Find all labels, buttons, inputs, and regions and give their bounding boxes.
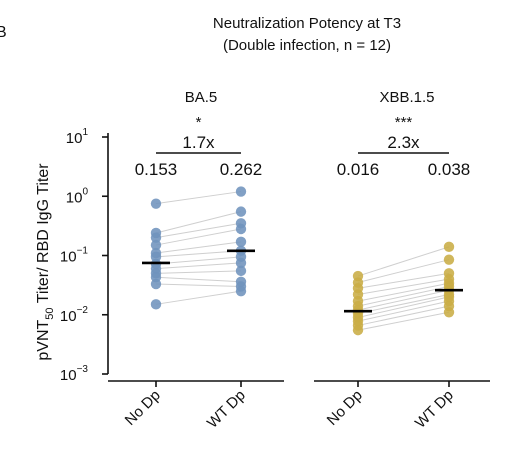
data-point-1-11-1 xyxy=(443,307,455,318)
pair-line-1-9 xyxy=(357,300,450,322)
x-tick-label-1-1: WT Dp xyxy=(412,387,457,432)
data-point-0-5-0 xyxy=(150,251,162,263)
svg-text:pVNT50 Titer/ RBD IgG Titer: pVNT50 Titer/ RBD IgG Titer xyxy=(35,163,56,361)
significance-label-1: *** xyxy=(395,114,413,131)
data-point-1-1-1 xyxy=(443,254,455,265)
data-point-0-2-0 xyxy=(150,232,162,243)
pair-line-0-9 xyxy=(155,276,242,283)
pair-line-0-5 xyxy=(155,250,242,258)
data-point-0-11-1 xyxy=(235,285,247,297)
y-tick-label-1: 100 xyxy=(66,186,89,206)
pair-line-1-8 xyxy=(357,296,450,318)
pair-line-0-1 xyxy=(155,211,242,234)
pair-line-1-11 xyxy=(357,311,450,331)
pair-line-0-6 xyxy=(155,256,242,265)
pair-line-1-4 xyxy=(357,282,450,302)
data-point-0-11-0 xyxy=(150,299,162,310)
group-value-left-0: 0.153 xyxy=(135,160,178,179)
pair-line-0-7 xyxy=(155,262,242,270)
pair-line-0-10 xyxy=(155,283,242,287)
panel-title-1: XBB.1.5 xyxy=(379,89,434,106)
data-point-0-3-0 xyxy=(150,239,162,251)
y-axis-label-subscript: 50 xyxy=(44,307,56,319)
chart-title-line1: Neutralization Potency at T3 xyxy=(213,15,401,32)
data-point-0-0-0 xyxy=(150,198,162,209)
pair-line-1-5 xyxy=(357,285,450,307)
pair-line-1-1 xyxy=(357,259,450,283)
x-tick-label-0-1: WT Dp xyxy=(204,387,249,432)
y-tick-label-3: 10−2 xyxy=(60,305,89,325)
plot-area: 101 100 10−1 10−2 10−3 No Dp WT Dp BA.5 * 1.7x0.1… xyxy=(60,89,490,432)
data-point-0-3-1 xyxy=(235,223,247,235)
panel-title-0: BA.5 xyxy=(185,89,218,106)
significance-label-0: * xyxy=(196,114,202,131)
y-axis-label-rest: Titer/ RBD IgG Titer xyxy=(35,163,52,308)
y-tick-label-4: 10−3 xyxy=(60,364,89,384)
fold-change-label-0: 1.7x xyxy=(182,133,215,152)
x-tick-label-0-0: No Dp xyxy=(122,387,164,429)
pair-line-1-3 xyxy=(357,278,450,295)
group-value-right-0: 0.262 xyxy=(220,160,263,179)
panel-letter: B xyxy=(0,24,7,41)
pair-line-1-6 xyxy=(357,289,450,311)
data-point-0-10-0 xyxy=(150,278,162,290)
group-value-right-1: 0.038 xyxy=(428,160,471,179)
y-tick-label-0: 101 xyxy=(66,127,89,147)
pair-line-0-2 xyxy=(155,222,242,239)
pair-line-1-7 xyxy=(357,293,450,314)
pair-line-0-8 xyxy=(155,270,242,274)
pair-line-0-0 xyxy=(155,191,242,205)
data-point-0-0-1 xyxy=(235,186,247,197)
chart-title-line2: (Double infection, n = 12) xyxy=(223,37,391,54)
y-axis-label: pVNT50 Titer/ RBD IgG Titer xyxy=(35,163,56,361)
y-axis-label-main: pVNT xyxy=(35,319,52,360)
fold-change-label-1: 2.3x xyxy=(387,133,420,152)
pair-line-0-3 xyxy=(155,228,242,246)
data-point-1-0-1 xyxy=(443,241,455,253)
pair-line-0-4 xyxy=(155,241,242,254)
pair-line-1-2 xyxy=(357,272,450,289)
data-point-0-1-1 xyxy=(235,206,247,217)
pair-line-1-0 xyxy=(357,246,450,277)
x-tick-label-1-0: No Dp xyxy=(324,387,366,429)
data-point-0-8-1 xyxy=(235,265,247,277)
data-point-1-11-0 xyxy=(352,324,364,336)
pair-line-0-11 xyxy=(155,290,242,305)
y-tick-label-2: 10−1 xyxy=(60,246,89,266)
pair-line-1-10 xyxy=(357,305,450,326)
data-point-0-4-1 xyxy=(235,236,247,248)
group-value-left-1: 0.016 xyxy=(337,160,380,179)
data-point-0-7-1 xyxy=(235,257,247,269)
